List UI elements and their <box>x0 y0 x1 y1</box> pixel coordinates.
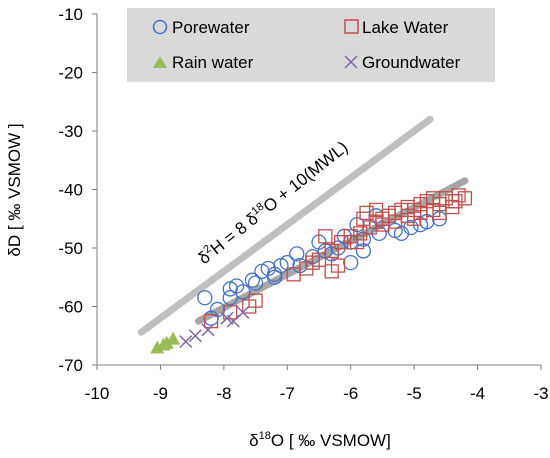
groundwater-point-stroke <box>220 311 234 325</box>
lake-water-point <box>368 202 384 218</box>
legend-item-porewater: Porewater <box>152 18 250 37</box>
porewater-point <box>289 246 305 262</box>
legend-rain-water-marker <box>153 56 167 68</box>
porewater-point <box>222 290 238 306</box>
lake-water-point <box>359 205 374 221</box>
porewater-point <box>247 275 264 291</box>
lake-water-point <box>375 217 390 232</box>
legend-groundwater-x-stroke-2 <box>344 55 358 69</box>
x-axis-title-rest: O [ ‰ VSMOW] <box>271 431 391 450</box>
porewater-point <box>197 290 213 306</box>
legend-rain-water-label: Rain water <box>172 53 254 72</box>
porewater-point <box>403 219 419 236</box>
lake-water-point <box>448 194 463 209</box>
groundwater-point-stroke <box>236 305 250 319</box>
legend-porewater-marker <box>152 19 168 35</box>
legend-lake-water-marker <box>344 19 359 34</box>
lake-water-point <box>334 234 349 250</box>
lake-water-point <box>242 299 257 314</box>
lake-water-point <box>349 234 365 250</box>
groundwater-point-stroke <box>179 335 193 349</box>
x-tick-label: -7 <box>280 384 295 403</box>
porewater-point <box>266 269 283 285</box>
legend-porewater-label: Porewater <box>172 18 250 37</box>
x-axis-title: δ18O [ ‰ VSMOW] <box>249 430 391 450</box>
lake-water-point <box>324 264 339 279</box>
legend-groundwater-marker <box>344 55 358 69</box>
x-tick-label: -5 <box>407 384 422 403</box>
x-axis-title-superscript: 18 <box>259 430 271 442</box>
x-tick-label: -10 <box>85 384 110 403</box>
x-tick-label: -4 <box>470 384 485 403</box>
porewater-point <box>235 284 251 300</box>
lake-water-point <box>426 202 441 218</box>
porewater-point <box>244 272 261 288</box>
porewater-point <box>343 254 359 271</box>
lake-water-point <box>457 191 473 206</box>
legend-item-groundwater: Groundwater <box>344 53 461 72</box>
y-axis-ticks: -70 -60 -50 -40 -30 -20 -10 <box>58 5 97 375</box>
y-tick-label: -10 <box>58 5 83 24</box>
lake-water-point <box>318 229 333 244</box>
mwl-line <box>137 115 434 336</box>
y-tick-label: -30 <box>58 122 83 141</box>
legend-item-rain-water: Rain water <box>153 53 254 72</box>
annotation-sup-18: 18 <box>249 201 266 218</box>
groundwater-point-stroke <box>188 329 202 343</box>
y-tick-label: -60 <box>58 298 83 317</box>
lake-water-point <box>305 255 320 270</box>
lake-water-point <box>324 243 339 259</box>
rain-water-point <box>159 335 174 349</box>
y-tick-label: -20 <box>58 64 83 83</box>
groundwater-point <box>236 305 250 319</box>
legend: Porewater Lake Water Rain water Groundwa… <box>127 8 495 82</box>
x-tick-label: -3 <box>533 384 548 403</box>
y-tick-label: -40 <box>58 181 83 200</box>
x-tick-label: -9 <box>153 384 168 403</box>
x-tick-label: -8 <box>216 384 231 403</box>
groundwater-point <box>201 323 215 337</box>
x-tick-label: -6 <box>343 384 358 403</box>
legend-lake-water-label: Lake Water <box>362 18 449 37</box>
lake-water-point <box>400 208 415 223</box>
y-tick-label: -50 <box>58 239 83 258</box>
groundwater-point <box>179 335 193 349</box>
groundwater-point-stroke <box>201 323 215 337</box>
rain-water-point <box>166 331 181 345</box>
legend-item-lake-water: Lake Water <box>344 18 449 37</box>
x-axis-ticks: -10 -9 -8 -7 -6 -5 -4 -3 <box>85 365 549 403</box>
groundwater-point <box>188 329 202 343</box>
y-tick-label: -70 <box>58 356 83 375</box>
y-axis-title: δD [ ‰ VSMOW ] <box>5 123 24 256</box>
legend-background <box>127 8 495 82</box>
data-points <box>150 188 473 354</box>
x-axis-title-delta: δ <box>249 431 258 450</box>
groundwater-point <box>220 311 234 325</box>
legend-groundwater-label: Groundwater <box>362 53 461 72</box>
